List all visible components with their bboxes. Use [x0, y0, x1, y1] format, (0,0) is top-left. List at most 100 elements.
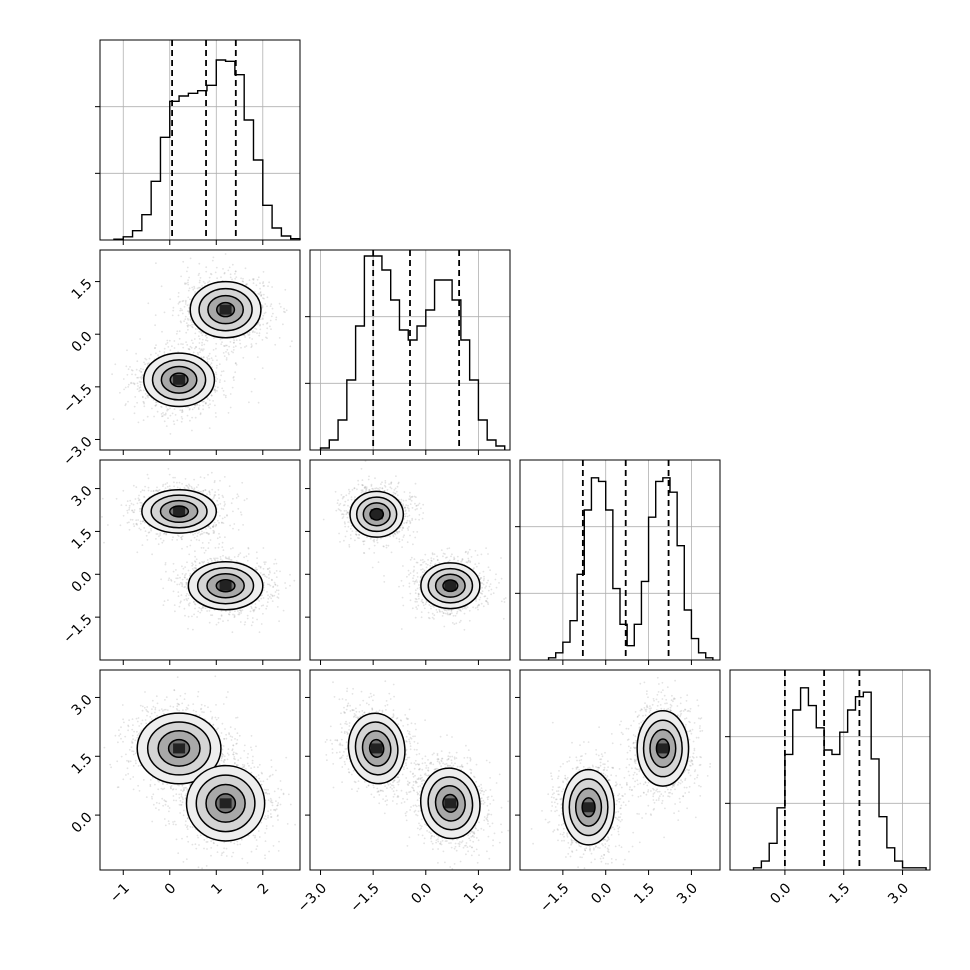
y-tick-label-1-1: −1.5: [60, 381, 95, 416]
density-peak: [656, 743, 669, 754]
panel-frame: [309, 459, 511, 661]
density-peak: [370, 509, 383, 520]
density-panel-1-3: [305, 669, 511, 875]
y-tick-label-1-0: −3.0: [60, 434, 95, 469]
histogram-panel-3: [725, 669, 931, 875]
contour: [215, 578, 236, 593]
contour: [442, 579, 459, 593]
density-peak: [219, 304, 232, 315]
panel-frame: [309, 669, 511, 871]
panel-frame: [99, 249, 301, 451]
contour: [655, 738, 671, 759]
contour: [142, 352, 216, 408]
contour: [169, 372, 189, 388]
panel-background: [100, 250, 300, 450]
histogram-panel-2: [515, 459, 721, 665]
density-peak: [173, 506, 186, 517]
contour: [420, 767, 481, 840]
histogram-1: [319, 255, 506, 450]
density-panel-0-2: [95, 459, 301, 665]
contour: [157, 730, 201, 767]
contour: [150, 494, 208, 529]
contour: [187, 560, 264, 611]
contour: [215, 793, 237, 814]
histogram-3: [752, 687, 927, 870]
contour: [574, 787, 603, 827]
contour: [349, 490, 405, 538]
contour: [361, 730, 392, 767]
mode-0: [141, 488, 218, 534]
panel-frame: [99, 39, 301, 241]
mode-0: [347, 712, 406, 785]
contour: [562, 768, 616, 846]
contour: [141, 488, 218, 534]
mode-1: [142, 352, 216, 408]
panel-frame: [99, 669, 301, 871]
x-tick-label-2-1: 0.0: [588, 880, 615, 907]
histogram-panel-1: [305, 249, 511, 455]
density-peak: [219, 580, 232, 591]
contour: [215, 301, 236, 318]
panel-background: [310, 460, 510, 660]
contour: [362, 502, 391, 527]
contour: [185, 764, 266, 842]
density-peak: [173, 374, 186, 385]
panel-frame: [99, 459, 301, 661]
panel-background: [100, 40, 300, 240]
mode-1: [420, 562, 481, 610]
density-peak: [370, 743, 383, 754]
y-tick-label-3-0: 0.0: [69, 809, 96, 836]
contour: [427, 776, 474, 831]
mode-1: [185, 764, 266, 842]
contour: [136, 712, 222, 785]
mode-0: [136, 712, 222, 785]
contour: [369, 507, 385, 521]
density-peak: [219, 798, 232, 809]
contour: [427, 567, 474, 604]
histogram-2: [547, 477, 714, 660]
contour: [167, 738, 191, 759]
y-tick-label-2-3: 3.0: [69, 483, 96, 510]
contour: [642, 719, 683, 778]
contour: [636, 710, 690, 787]
panel-background: [520, 460, 720, 660]
contour: [207, 294, 245, 325]
contour: [355, 496, 398, 533]
contour: [649, 728, 677, 769]
density-peak: [173, 743, 186, 754]
contour: [442, 793, 459, 813]
x-tick-label-2-0: −1.5: [537, 880, 572, 915]
density-panel-1-2: [305, 459, 511, 665]
mode-1: [187, 560, 264, 611]
y-tick-label-2-1: 0.0: [69, 569, 96, 596]
y-tick-label-1-3: 1.5: [69, 276, 96, 303]
density-peak: [582, 802, 595, 813]
contour: [189, 280, 262, 339]
contour: [146, 721, 212, 776]
y-tick-label-2-0: −1.5: [60, 611, 95, 646]
x-tick-label-1-1: −1.5: [347, 880, 382, 915]
x-tick-label-2-2: 1.5: [631, 880, 658, 907]
contour: [196, 566, 255, 605]
contour: [568, 778, 609, 837]
panel-frame: [309, 249, 511, 451]
x-tick-label-3-2: 3.0: [885, 880, 912, 907]
panel-background: [730, 670, 930, 870]
density-peak: [444, 798, 457, 809]
y-tick-label-3-2: 3.0: [69, 692, 96, 719]
mode-1: [636, 710, 690, 787]
x-tick-label-3-0: 0.0: [767, 880, 794, 907]
contour: [434, 573, 466, 598]
contour: [205, 783, 246, 823]
x-tick-label-1-3: 1.5: [461, 880, 488, 907]
contour: [354, 721, 399, 776]
mode-0: [349, 490, 405, 538]
panel-background: [310, 670, 510, 870]
x-tick-label-0-3: 2: [255, 880, 273, 898]
x-tick-label-1-0: −3.0: [295, 880, 330, 915]
panel-background: [100, 460, 300, 660]
histogram-panel-0: [95, 39, 301, 245]
panel-frame: [519, 669, 721, 871]
y-tick-label-1-2: 0.0: [69, 329, 96, 356]
